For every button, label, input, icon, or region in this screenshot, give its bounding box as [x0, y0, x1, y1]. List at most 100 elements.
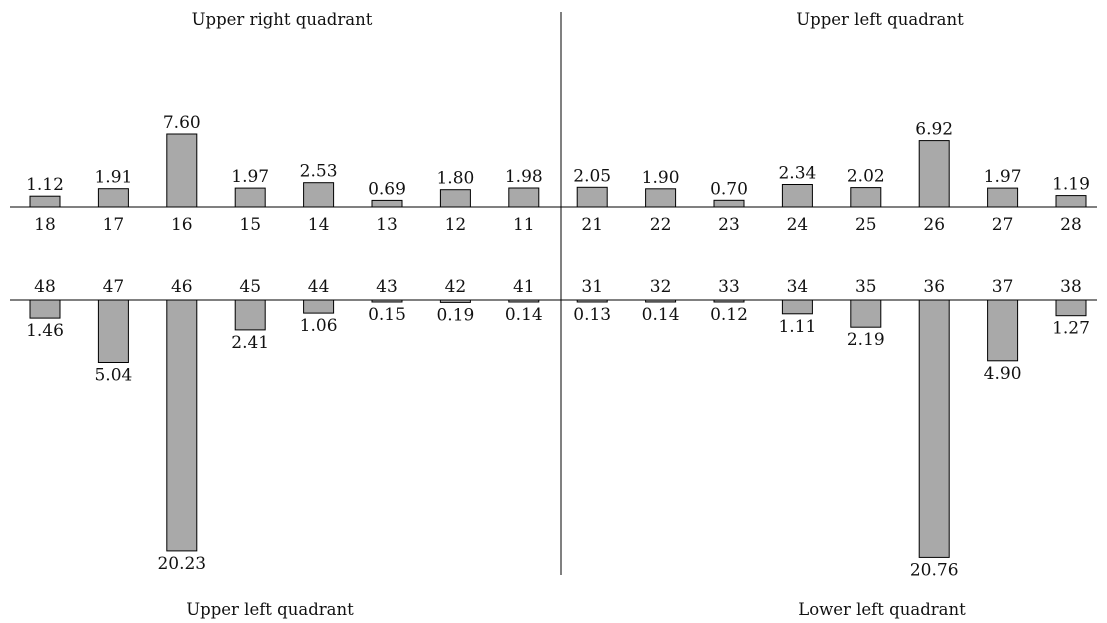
upper-category-label-23: 23 — [718, 215, 740, 235]
lower-category-label-33: 33 — [718, 277, 740, 297]
upper-category-label-18: 18 — [34, 215, 56, 235]
upper-category-label-12: 12 — [445, 215, 467, 235]
lower-row-bars: 48 1.46 47 5.04 46 20.23 45 2.41 44 1.06 43 0.15 42 0… — [26, 277, 1090, 580]
lower-bar-45 — [234, 299, 266, 331]
upper-category-label-26: 26 — [923, 215, 945, 235]
upper-category-label-15: 15 — [239, 215, 261, 235]
lower-value-label-42: 0.19 — [436, 305, 474, 325]
upper-bar-12 — [439, 189, 471, 208]
upper-bar-23 — [713, 199, 745, 208]
upper-value-label-17: 1.91 — [94, 168, 132, 188]
lower-bar-33 — [713, 299, 745, 303]
lower-category-label-38: 38 — [1060, 277, 1082, 297]
upper-category-label-16: 16 — [171, 215, 193, 235]
lower-bar-34 — [781, 299, 813, 315]
upper-bar-13 — [371, 199, 403, 208]
upper-value-label-21: 2.05 — [573, 166, 611, 186]
upper-value-label-16: 7.60 — [163, 113, 201, 133]
upper-bar-25 — [850, 187, 882, 208]
lower-category-label-42: 42 — [445, 277, 467, 297]
upper-category-label-17: 17 — [103, 215, 125, 235]
upper-bar-14 — [303, 182, 335, 208]
lower-bar-48 — [29, 299, 61, 319]
upper-bar-28 — [1055, 195, 1087, 208]
lower-category-label-47: 47 — [103, 277, 125, 297]
lower-value-label-46: 20.23 — [157, 554, 206, 574]
upper-bar-27 — [987, 187, 1019, 208]
lower-value-label-33: 0.12 — [710, 305, 748, 325]
lower-value-label-34: 1.11 — [778, 317, 816, 337]
upper-value-label-23: 0.70 — [710, 179, 748, 199]
lower-bar-46 — [166, 299, 198, 552]
quadrant-title-bottom-right: Lower left quadrant — [798, 600, 966, 619]
lower-bar-32 — [645, 299, 677, 303]
lower-bar-31 — [576, 299, 608, 303]
upper-bar-18 — [29, 195, 61, 208]
upper-category-label-28: 28 — [1060, 215, 1082, 235]
upper-bar-11 — [508, 187, 540, 208]
upper-value-label-27: 1.97 — [984, 167, 1022, 187]
lower-value-label-37: 4.90 — [984, 364, 1022, 384]
lower-bar-47 — [97, 299, 129, 363]
upper-value-label-25: 2.02 — [847, 167, 885, 187]
lower-category-label-44: 44 — [308, 277, 330, 297]
lower-category-label-43: 43 — [376, 277, 398, 297]
lower-bar-38 — [1055, 299, 1087, 317]
lower-bar-42 — [439, 299, 471, 303]
upper-category-label-24: 24 — [787, 215, 809, 235]
upper-value-label-28: 1.19 — [1052, 175, 1090, 195]
upper-bar-22 — [645, 188, 677, 208]
quadrant-title-top-left: Upper right quadrant — [192, 10, 373, 29]
lower-bar-41 — [508, 299, 540, 303]
lower-category-label-36: 36 — [923, 277, 945, 297]
lower-value-label-43: 0.15 — [368, 305, 406, 325]
lower-category-label-46: 46 — [171, 277, 193, 297]
upper-value-label-18: 1.12 — [26, 175, 64, 195]
lower-value-label-36: 20.76 — [910, 560, 959, 580]
upper-bar-16 — [166, 133, 198, 208]
lower-category-label-31: 31 — [581, 277, 603, 297]
lower-category-label-41: 41 — [513, 277, 535, 297]
lower-value-label-38: 1.27 — [1052, 319, 1090, 339]
upper-bar-24 — [781, 184, 813, 208]
lower-bar-43 — [371, 299, 403, 303]
upper-value-label-13: 0.69 — [368, 179, 406, 199]
lower-category-label-35: 35 — [855, 277, 877, 297]
upper-value-label-24: 2.34 — [778, 164, 816, 184]
lower-category-label-45: 45 — [239, 277, 261, 297]
lower-value-label-41: 0.14 — [505, 305, 543, 325]
lower-category-label-34: 34 — [787, 277, 809, 297]
upper-bar-15 — [234, 187, 266, 208]
upper-category-label-11: 11 — [513, 215, 535, 235]
upper-category-label-14: 14 — [308, 215, 330, 235]
upper-value-label-14: 2.53 — [300, 162, 338, 182]
lower-bar-36 — [918, 299, 950, 558]
quadrant-title-top-right: Upper left quadrant — [796, 10, 964, 29]
lower-value-label-48: 1.46 — [26, 321, 64, 341]
upper-value-label-15: 1.97 — [231, 167, 269, 187]
upper-value-label-11: 1.98 — [505, 167, 543, 187]
lower-bar-37 — [987, 299, 1019, 362]
lower-value-label-44: 1.06 — [300, 316, 338, 336]
upper-category-label-25: 25 — [855, 215, 877, 235]
upper-row-bars: 18 1.12 17 1.91 16 7.60 15 1.97 14 2.53 13 0.69 12 1.… — [26, 113, 1090, 235]
upper-bar-26 — [918, 140, 950, 208]
upper-value-label-12: 1.80 — [436, 169, 474, 189]
upper-bar-17 — [97, 188, 129, 208]
lower-value-label-31: 0.13 — [573, 305, 611, 325]
lower-category-label-48: 48 — [34, 277, 56, 297]
upper-bar-21 — [576, 186, 608, 208]
quadrant-title-bottom-left: Upper left quadrant — [186, 600, 354, 619]
lower-bar-35 — [850, 299, 882, 328]
lower-bar-44 — [303, 299, 335, 314]
upper-category-label-21: 21 — [581, 215, 603, 235]
lower-value-label-45: 2.41 — [231, 333, 269, 353]
lower-value-label-35: 2.19 — [847, 330, 885, 350]
lower-category-label-32: 32 — [650, 277, 672, 297]
upper-category-label-13: 13 — [376, 215, 398, 235]
upper-value-label-26: 6.92 — [915, 120, 953, 140]
lower-category-label-37: 37 — [992, 277, 1014, 297]
upper-category-label-22: 22 — [650, 215, 672, 235]
upper-category-label-27: 27 — [992, 215, 1014, 235]
